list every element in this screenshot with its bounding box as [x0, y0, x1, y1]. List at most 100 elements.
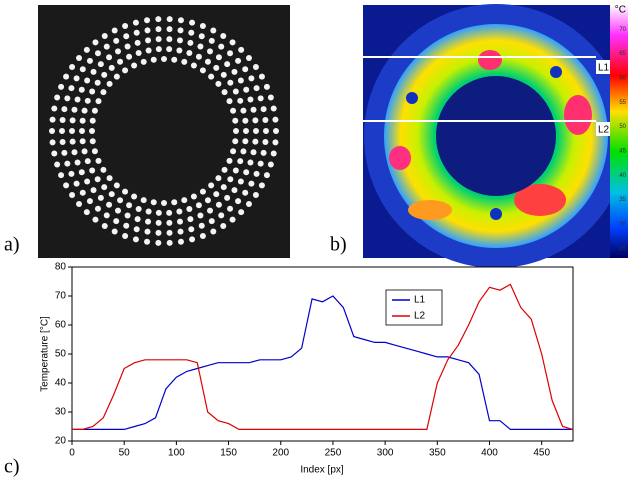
dot [100, 89, 107, 96]
dot [79, 138, 86, 145]
dot [59, 128, 65, 134]
dot [140, 197, 147, 204]
dot [243, 169, 250, 176]
dot [171, 56, 178, 63]
y-tick-label: 60 [55, 320, 67, 331]
dot [113, 218, 120, 225]
dot [113, 37, 120, 44]
dot [115, 207, 121, 214]
panel-label: c) [4, 456, 20, 478]
dot [242, 66, 249, 73]
dot [145, 218, 152, 225]
dot [117, 58, 124, 65]
dot [242, 189, 249, 196]
dot [86, 198, 93, 205]
series-line [72, 283, 574, 430]
dot [145, 47, 152, 54]
dot [144, 238, 151, 245]
dot [231, 187, 238, 194]
dot [207, 207, 213, 214]
dot [166, 229, 173, 236]
dot [248, 180, 255, 187]
dot [106, 175, 113, 182]
dot [108, 191, 115, 198]
dot [124, 212, 131, 219]
dot [242, 117, 249, 124]
dot [73, 180, 80, 187]
dot [218, 212, 225, 219]
dot [210, 27, 217, 34]
dot [84, 77, 91, 84]
dot [134, 216, 141, 223]
dot [166, 209, 173, 216]
dot [235, 57, 242, 64]
dot [177, 238, 184, 245]
dot [61, 149, 68, 156]
dot [76, 55, 83, 62]
dot [133, 226, 140, 233]
colorbar-tick-label: 65 [619, 51, 626, 57]
dot [257, 160, 264, 167]
dot [150, 56, 157, 63]
dot [252, 117, 259, 124]
dot [166, 239, 173, 246]
dot [69, 64, 76, 71]
dot [273, 128, 279, 134]
line-label-box [596, 122, 613, 136]
dot [257, 95, 264, 102]
hot-spot [408, 200, 452, 220]
dot [252, 64, 259, 71]
dot [74, 96, 81, 103]
dot [97, 194, 104, 201]
dot [155, 239, 162, 246]
x-tick-label: 450 [533, 448, 550, 459]
dot [49, 116, 56, 123]
dot [263, 128, 269, 134]
dot [106, 80, 113, 87]
dot [113, 182, 120, 189]
dot [122, 188, 129, 195]
dot [176, 208, 183, 215]
dot [263, 83, 270, 90]
dot [208, 73, 215, 80]
dot [54, 161, 61, 168]
y-tick-label: 40 [55, 378, 67, 389]
dot [272, 116, 279, 123]
dot [242, 138, 249, 145]
x-tick-label: 350 [429, 448, 446, 459]
dot [166, 36, 173, 43]
y-axis-title: Temperature [°C] [40, 316, 51, 392]
dot [97, 61, 104, 68]
dot [111, 228, 118, 235]
dot [252, 191, 259, 198]
dot [76, 200, 83, 207]
hot-spot [389, 146, 411, 170]
dot [229, 216, 236, 223]
dot [94, 176, 101, 183]
dot [79, 117, 86, 124]
dot [227, 50, 234, 57]
colorbar-unit: °C [615, 5, 626, 16]
dot [190, 62, 197, 69]
dot [166, 46, 173, 53]
dot [197, 212, 204, 219]
dot [199, 188, 206, 195]
x-tick-label: 200 [272, 448, 289, 459]
dot [215, 54, 222, 61]
dot [229, 39, 236, 46]
micrograph [38, 5, 290, 258]
dot [71, 149, 78, 156]
dot [237, 77, 244, 84]
dot [176, 37, 183, 44]
line-label-box [596, 60, 613, 74]
dot [262, 116, 269, 123]
x-axis-title: Index [px] [300, 465, 344, 476]
dot [83, 46, 90, 53]
dot [198, 222, 205, 229]
line-label: L2 [598, 125, 610, 136]
x-tick-label: 150 [220, 448, 237, 459]
dot [155, 209, 162, 216]
dot [218, 43, 225, 50]
hot-spot [514, 184, 566, 216]
dot [84, 97, 91, 104]
